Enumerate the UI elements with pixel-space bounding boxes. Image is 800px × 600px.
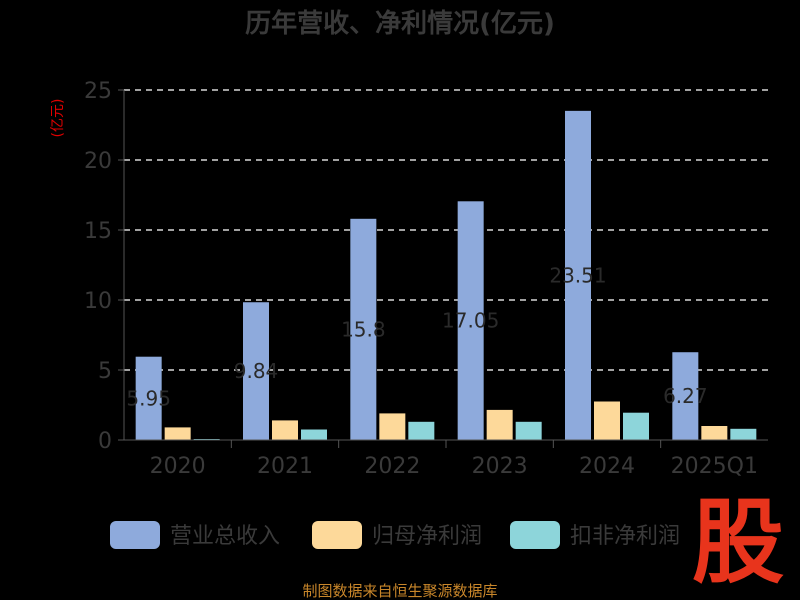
legend-label-归母净利润: 归母净利润: [372, 524, 482, 549]
data-labels: 5.95 9.84 15.8 17.05 23.51 6.27: [126, 263, 707, 410]
bar-营业总收入-2025Q1: [672, 352, 699, 440]
bar-营业总收入-2021: [243, 302, 269, 440]
bar-归母净利润-2023: [486, 409, 513, 440]
data-label-2021: 9.84: [234, 359, 279, 383]
axes: [118, 89, 768, 448]
bar-归母净利润-2022: [379, 413, 406, 440]
y-tick-label-5: 5: [98, 359, 112, 384]
bars-group: [135, 110, 757, 441]
bar-营业总收入-2023: [457, 201, 484, 440]
data-label-2022: 15.8: [341, 317, 386, 341]
bar-归母净利润-2024: [594, 401, 620, 440]
x-tick-label-2024: 2024: [579, 454, 635, 479]
tick-labels: 0 5 10 15 20 25 2020 2021 2022 2023 2024 2025Q1: [84, 79, 758, 479]
y-tick-label-25: 25: [84, 79, 112, 104]
bar-归母净利润-2020: [164, 427, 191, 440]
bar-营业总收入-2022: [350, 218, 377, 440]
legend-label-营业总收入: 营业总收入: [170, 524, 280, 549]
bar-营业总收入-2020: [135, 356, 162, 440]
x-tick-label-2023: 2023: [472, 454, 528, 479]
bar-扣非净利润-2024: [623, 412, 649, 440]
y-tick-label-10: 10: [84, 289, 112, 314]
data-label-2024: 23.51: [549, 263, 606, 287]
y-tick-label-20: 20: [84, 149, 112, 174]
legend-swatch-营业总收入: [110, 521, 160, 549]
bar-营业总收入-2024: [565, 110, 591, 441]
bar-扣非净利润-2022: [408, 421, 435, 440]
bar-归母净利润-2021: [272, 420, 298, 440]
y-tick-label-15: 15: [84, 219, 112, 244]
bar-扣非净利润-2021: [301, 429, 327, 440]
data-label-2020: 5.95: [126, 386, 171, 410]
y-axis-label: (亿元): [50, 99, 66, 138]
source-note: 制图数据来自恒生聚源数据库: [302, 582, 497, 600]
y-tick-label-0: 0: [98, 429, 112, 454]
legend-swatch-归母净利润: [312, 521, 362, 549]
x-tick-label-2022: 2022: [364, 454, 420, 479]
x-tick-label-2020: 2020: [150, 454, 206, 479]
legend[interactable]: 营业总收入 归母净利润 扣非净利润: [110, 521, 680, 549]
x-tick-label-2025Q1: 2025Q1: [671, 454, 758, 479]
bar-扣非净利润-2023: [515, 421, 542, 440]
legend-label-扣非净利润: 扣非净利润: [570, 524, 680, 549]
brand-logo: 股: [692, 489, 784, 596]
legend-swatch-扣非净利润: [510, 521, 560, 549]
chart-title: 历年营收、净利情况(亿元): [245, 8, 555, 39]
grid-lines: [124, 89, 768, 371]
bar-扣非净利润-2025Q1: [730, 428, 757, 440]
x-tick-label-2021: 2021: [257, 454, 313, 479]
data-label-2023: 17.05: [442, 309, 499, 333]
bar-归母净利润-2025Q1: [701, 426, 728, 440]
data-label-2025Q1: 6.27: [663, 384, 708, 408]
